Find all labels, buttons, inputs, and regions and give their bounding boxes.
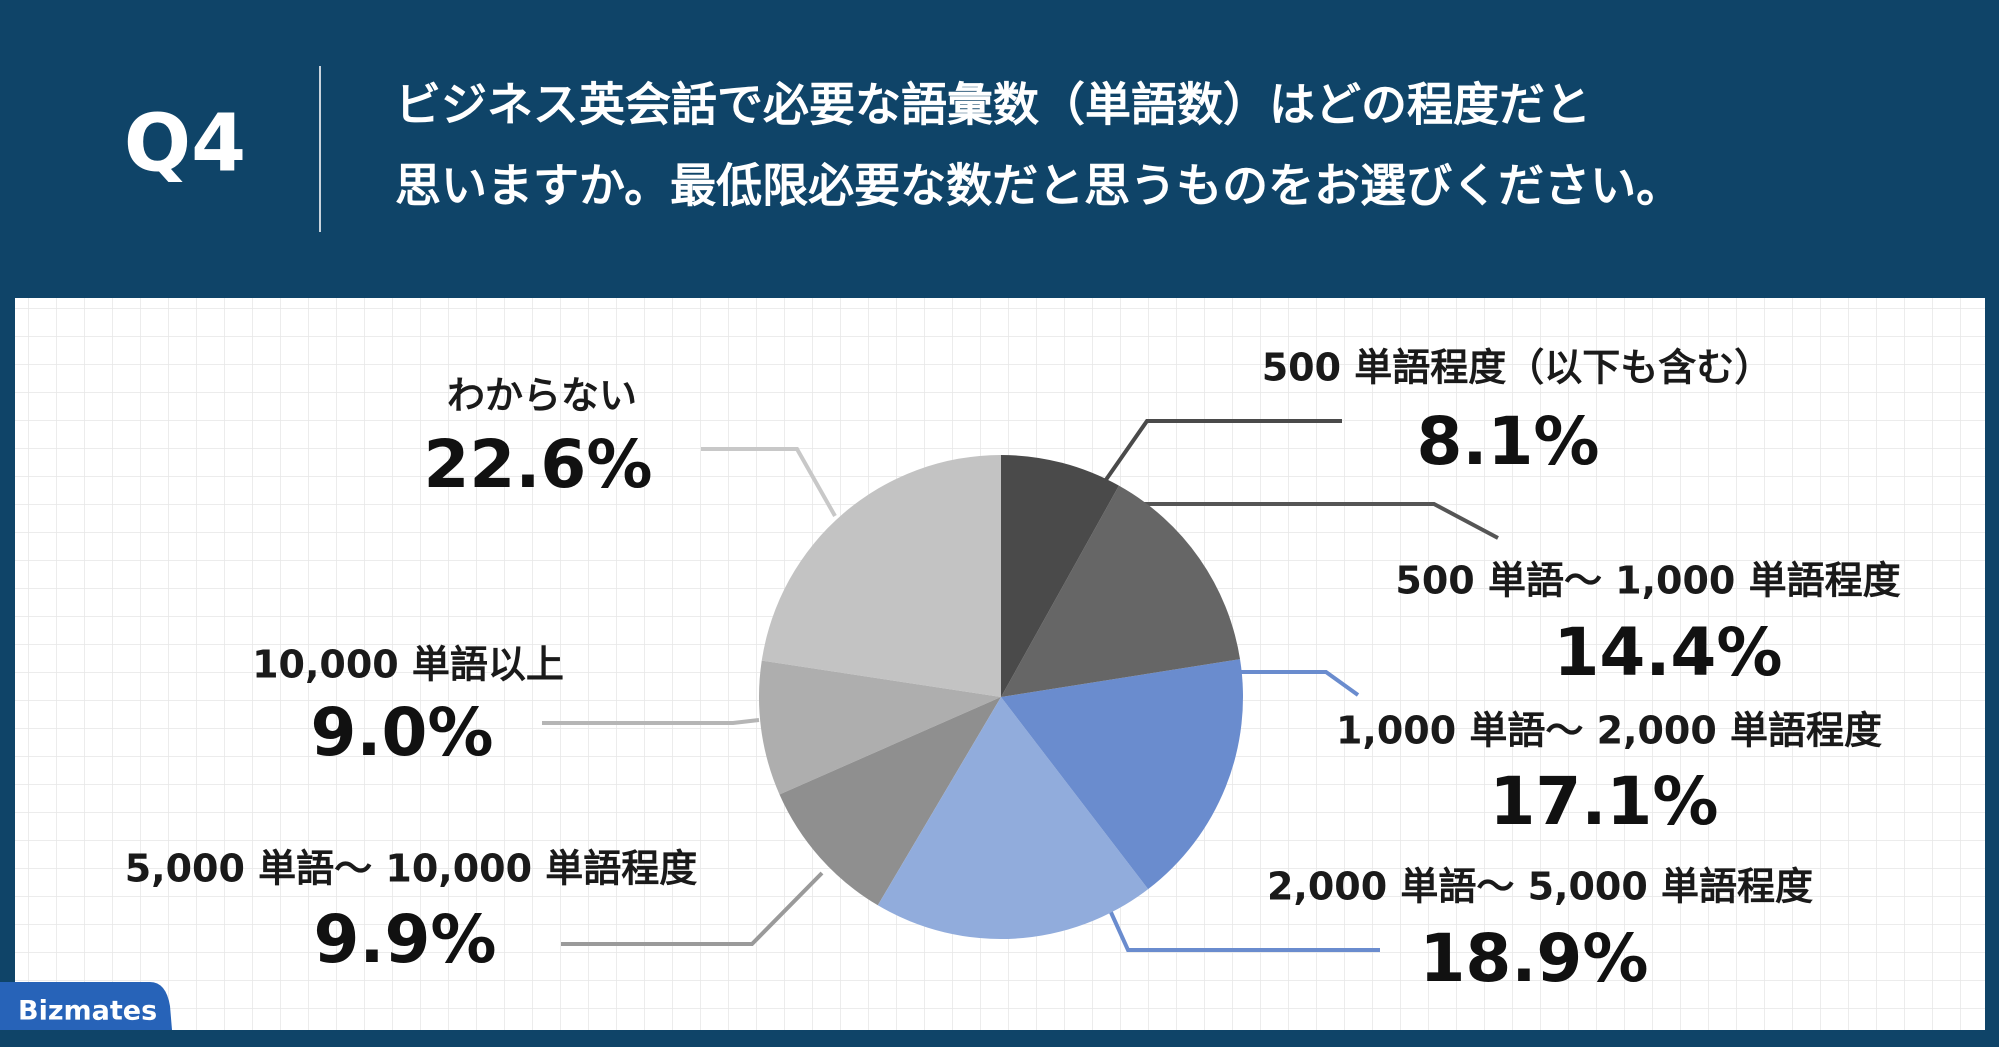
pie-slice: [877, 697, 1149, 939]
value-label: 9.0%: [310, 694, 493, 771]
pie-slice: [779, 697, 1001, 906]
value-label: 17.1%: [1490, 763, 1719, 840]
slice-label: 500 単語程度（以下も含む）: [1262, 346, 1773, 390]
value-label: 18.9%: [1420, 920, 1649, 997]
pie-slice: [759, 660, 1001, 795]
slice-label: 2,000 単語〜 5,000 単語程度: [1267, 865, 1813, 909]
question-line: ビジネス英会話で必要な語彙数（単語数）はどの程度だと: [395, 78, 1591, 132]
brand-tab: [0, 982, 172, 1030]
leader-line: [1107, 907, 1380, 952]
leader-line: [1101, 419, 1342, 486]
slice-label: 500 単語〜 1,000 単語程度: [1395, 559, 1900, 603]
question-line: 思いますか。最低限必要な数だと思うものをお選びください。: [395, 159, 1682, 213]
leader-line: [561, 871, 824, 946]
slice-label: わからない: [447, 374, 637, 418]
slice-label: 10,000 単語以上: [252, 643, 564, 687]
brand-logo: Bizmates: [18, 996, 157, 1027]
value-label: 9.9%: [313, 901, 496, 978]
pie-slice: [1001, 485, 1241, 697]
leader-lines: [542, 419, 1499, 952]
leader-line: [701, 447, 837, 517]
question-number: Q4: [124, 97, 246, 189]
pie-slice: [1001, 659, 1244, 890]
leader-line: [1218, 670, 1360, 697]
value-label: 14.4%: [1554, 614, 1783, 691]
slice-label: 5,000 単語〜 10,000 単語程度: [125, 847, 698, 891]
pie-slice: [1001, 455, 1119, 697]
value-label: 8.1%: [1416, 403, 1599, 480]
slice-label: 1,000 単語〜 2,000 単語程度: [1336, 709, 1882, 753]
leader-line: [542, 718, 760, 725]
pie-slice: [761, 455, 1001, 697]
leader-line: [1122, 502, 1499, 540]
value-label: 22.6%: [424, 426, 653, 503]
